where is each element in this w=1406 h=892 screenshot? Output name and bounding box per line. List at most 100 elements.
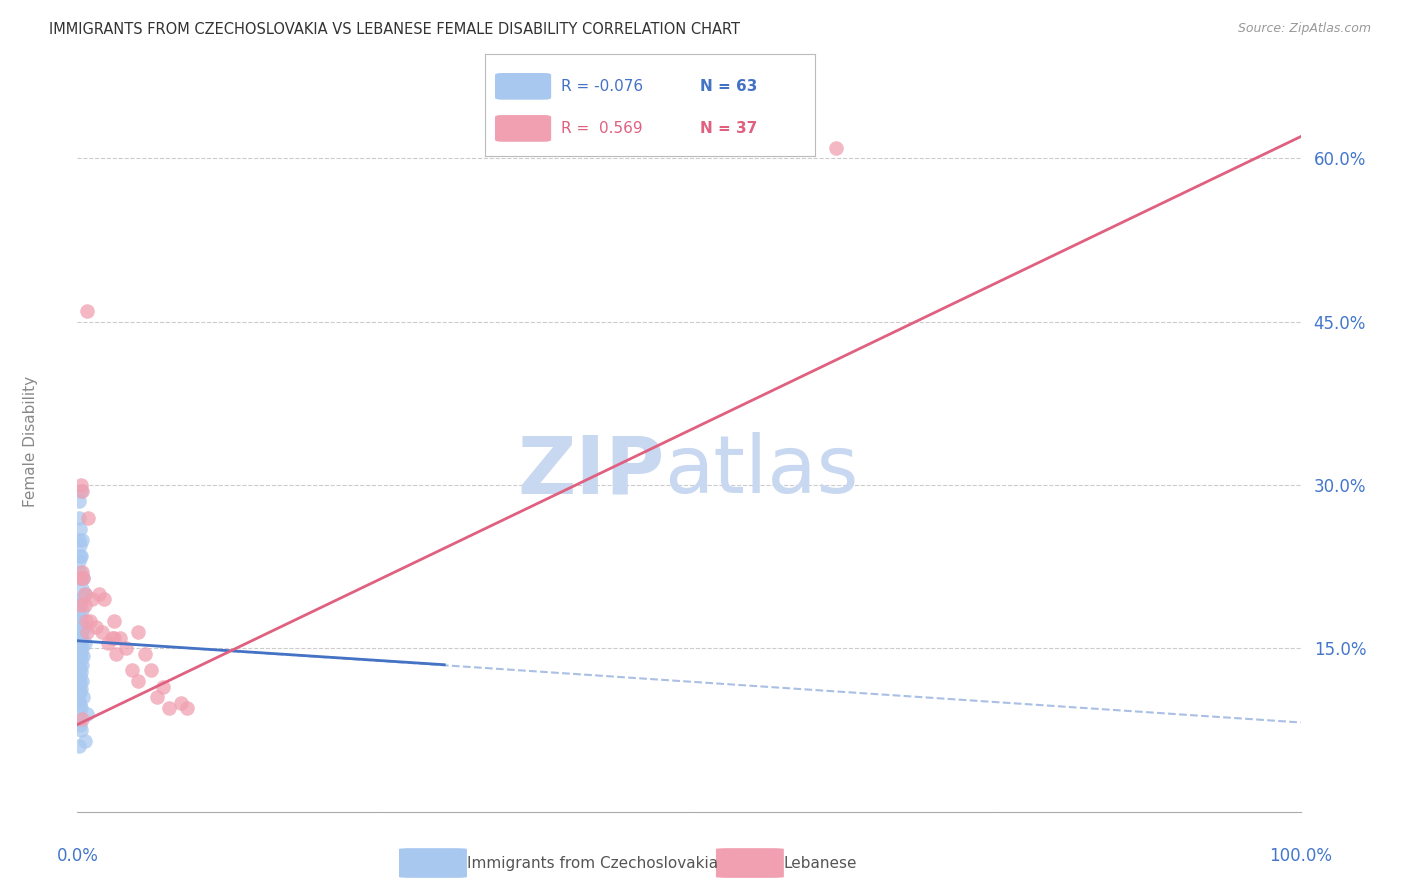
- Text: atlas: atlas: [665, 432, 859, 510]
- Text: N = 37: N = 37: [700, 121, 756, 136]
- Point: [69, 661, 91, 675]
- Text: ZIP: ZIP: [517, 432, 665, 510]
- Point: [67, 632, 90, 647]
- Point: [67, 680, 90, 694]
- Point: [69, 608, 91, 623]
- Point: [134, 647, 156, 661]
- Text: N = 63: N = 63: [700, 78, 758, 94]
- Point: [70, 657, 93, 672]
- Point: [69, 650, 91, 665]
- Point: [157, 701, 180, 715]
- Point: [70, 641, 93, 656]
- Point: [73, 598, 96, 612]
- Point: [70, 665, 93, 680]
- FancyBboxPatch shape: [716, 848, 785, 878]
- Point: [70, 478, 93, 492]
- Point: [69, 717, 91, 731]
- Point: [69, 668, 91, 682]
- Point: [76, 304, 98, 318]
- Point: [97, 636, 120, 650]
- Point: [176, 701, 198, 715]
- Point: [70, 603, 93, 617]
- Point: [128, 674, 150, 689]
- Point: [69, 645, 91, 659]
- Point: [72, 571, 94, 585]
- Point: [105, 647, 128, 661]
- Point: [67, 694, 90, 708]
- Point: [73, 587, 96, 601]
- Point: [67, 571, 90, 585]
- Point: [67, 647, 90, 661]
- Text: 100.0%: 100.0%: [1270, 847, 1331, 864]
- Point: [121, 663, 143, 677]
- Point: [80, 592, 103, 607]
- Text: R = -0.076: R = -0.076: [561, 78, 643, 94]
- Point: [69, 625, 91, 640]
- Point: [73, 587, 96, 601]
- Point: [103, 614, 125, 628]
- Point: [75, 614, 97, 628]
- Point: [69, 698, 91, 712]
- Point: [72, 690, 94, 705]
- Text: Immigrants from Czechoslovakia: Immigrants from Czechoslovakia: [467, 855, 718, 871]
- Text: 0.0%: 0.0%: [56, 847, 98, 864]
- Point: [108, 631, 131, 645]
- Text: IMMIGRANTS FROM CZECHOSLOVAKIA VS LEBANESE FEMALE DISABILITY CORRELATION CHART: IMMIGRANTS FROM CZECHOSLOVAKIA VS LEBANE…: [49, 22, 740, 37]
- Point: [69, 685, 91, 699]
- Point: [70, 565, 93, 579]
- Point: [76, 625, 98, 640]
- Point: [70, 549, 93, 563]
- Point: [70, 631, 93, 645]
- Point: [70, 625, 93, 640]
- Point: [70, 571, 93, 585]
- Point: [67, 533, 90, 547]
- Point: [69, 592, 91, 607]
- Point: [84, 619, 107, 633]
- Point: [70, 712, 93, 726]
- Point: [69, 549, 91, 563]
- Point: [70, 483, 93, 498]
- Point: [103, 631, 125, 645]
- Point: [79, 614, 101, 628]
- FancyBboxPatch shape: [495, 73, 551, 100]
- Point: [67, 643, 90, 657]
- Point: [70, 533, 93, 547]
- Point: [70, 483, 93, 498]
- Point: [70, 674, 93, 689]
- Point: [72, 648, 94, 663]
- Point: [128, 625, 150, 640]
- Point: [70, 614, 93, 628]
- Point: [73, 636, 96, 650]
- Point: [70, 723, 93, 737]
- FancyBboxPatch shape: [495, 115, 551, 142]
- Point: [73, 734, 96, 748]
- Point: [100, 631, 122, 645]
- Text: Female Disability: Female Disability: [24, 376, 38, 508]
- Point: [67, 510, 90, 524]
- Point: [90, 625, 112, 640]
- Point: [67, 494, 90, 508]
- Text: Lebanese: Lebanese: [785, 855, 858, 871]
- Point: [69, 522, 91, 536]
- Point: [69, 538, 91, 552]
- Point: [70, 701, 93, 715]
- Point: [67, 655, 90, 669]
- Point: [69, 565, 91, 579]
- Text: R =  0.569: R = 0.569: [561, 121, 643, 136]
- Point: [69, 631, 91, 645]
- Point: [146, 690, 169, 705]
- Point: [77, 510, 100, 524]
- Point: [67, 598, 90, 612]
- Point: [93, 592, 115, 607]
- Point: [70, 681, 93, 696]
- Point: [76, 706, 98, 721]
- Point: [70, 652, 93, 666]
- Point: [152, 680, 174, 694]
- Point: [70, 571, 93, 585]
- Point: [824, 140, 846, 154]
- Point: [67, 625, 90, 640]
- Point: [67, 672, 90, 686]
- Point: [67, 663, 90, 677]
- Point: [70, 592, 93, 607]
- Point: [72, 571, 94, 585]
